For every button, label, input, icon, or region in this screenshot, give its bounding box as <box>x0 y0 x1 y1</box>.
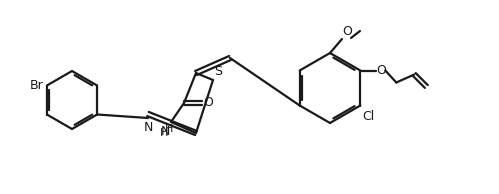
Text: N: N <box>143 121 153 134</box>
Text: S: S <box>214 65 222 78</box>
Text: O: O <box>203 96 213 109</box>
Text: N: N <box>161 125 170 138</box>
Text: H: H <box>160 128 168 138</box>
Text: O: O <box>342 25 352 38</box>
Text: Cl: Cl <box>362 109 375 122</box>
Text: Br: Br <box>30 79 44 92</box>
Text: H: H <box>165 124 173 134</box>
Text: O: O <box>376 64 386 77</box>
